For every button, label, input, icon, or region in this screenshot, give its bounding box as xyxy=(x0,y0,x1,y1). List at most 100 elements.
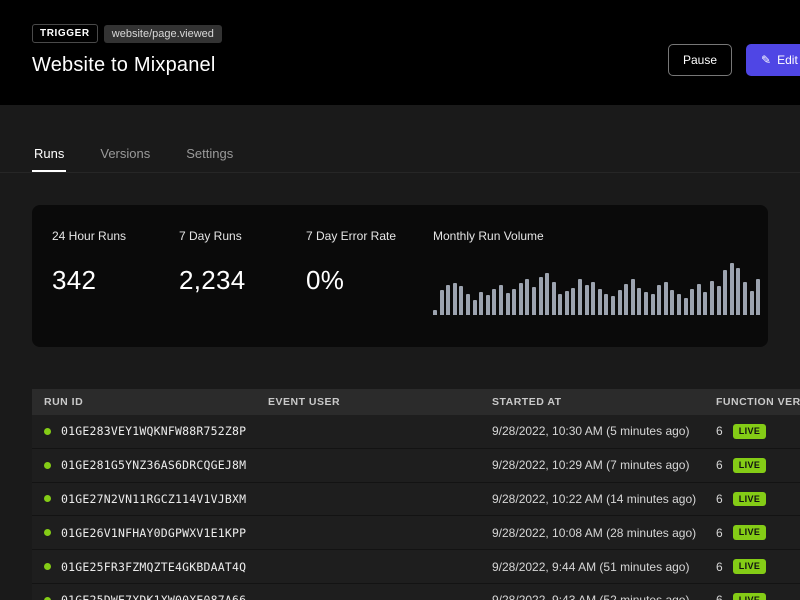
chart-bar xyxy=(742,282,747,315)
chart-bar xyxy=(611,296,616,315)
runs-table: RUN ID EVENT USER STARTED AT FUNCTION VE… xyxy=(32,389,800,600)
tab-versions[interactable]: Versions xyxy=(100,146,151,161)
chart-bar xyxy=(663,282,668,315)
run-id: 01GE283VEY1WQKNFW88R752Z8P xyxy=(61,424,247,439)
chart-bar xyxy=(676,294,681,315)
chart-bar xyxy=(518,283,523,315)
chart-bar xyxy=(446,285,451,315)
event-user xyxy=(256,482,480,517)
chart-bar xyxy=(690,289,695,315)
run-id: 01GE25DWE7XDK1XW00XE087A66 xyxy=(61,593,246,600)
stat-label: 7 Day Error Rate xyxy=(306,229,397,243)
chart-bar xyxy=(531,287,536,315)
run-row[interactable]: 01GE25DWE7XDK1XW00XE087A66 9/28/2022, 9:… xyxy=(32,583,800,600)
chart-bar xyxy=(439,290,444,315)
event-user xyxy=(256,515,480,551)
chart-bar xyxy=(498,285,503,315)
live-badge: LIVE xyxy=(732,559,767,574)
edit-function-button[interactable]: ✎ Edit function xyxy=(746,44,800,76)
run-id: 01GE25FR3FZMQZTE4GKBDAAT4Q xyxy=(61,559,247,574)
chart-bar xyxy=(558,294,563,315)
chart-bar xyxy=(551,282,556,315)
runs-table-container: RUN ID EVENT USER STARTED AT FUNCTION VE… xyxy=(32,389,800,600)
stat-label: 24 Hour Runs xyxy=(52,229,127,243)
chart-bar xyxy=(736,268,741,315)
page-title: Website to Mixpanel xyxy=(32,54,216,76)
chart-bar xyxy=(459,286,464,315)
run-row[interactable]: 01GE26V1NFHAY0DGPWXV1E1KPP 9/28/2022, 10… xyxy=(32,515,800,551)
function-version-number: 6 xyxy=(716,525,723,540)
stat-label: 7 Day Runs xyxy=(179,229,242,243)
event-user xyxy=(256,448,480,483)
started-at: 9/28/2022, 9:43 AM (52 minutes ago) xyxy=(480,583,704,600)
function-version-number: 6 xyxy=(716,491,723,506)
edit-function-label: Edit function xyxy=(777,53,800,67)
chart-bar xyxy=(584,285,589,315)
live-badge: LIVE xyxy=(732,525,767,541)
run-row[interactable]: 01GE281G5YNZ36AS6DRCQGEJ8M 9/28/2022, 10… xyxy=(32,448,800,483)
table-header-row: RUN ID EVENT USER STARTED AT FUNCTION VE… xyxy=(32,389,800,415)
run-row[interactable]: 01GE283VEY1WQKNFW88R752Z8P 9/28/2022, 10… xyxy=(32,415,800,449)
run-status-dot xyxy=(44,596,51,600)
chart-bar xyxy=(630,279,635,315)
event-user xyxy=(256,583,480,600)
run-row[interactable]: 01GE27N2VN11RGCZ114V1VJBXM 9/28/2022, 10… xyxy=(32,482,800,517)
chart-bar xyxy=(597,289,602,315)
chart-bar xyxy=(624,284,629,315)
chart-bar xyxy=(452,283,457,315)
chart-bar xyxy=(591,282,596,315)
chart-bar xyxy=(617,290,622,315)
chart-title: Monthly Run Volume xyxy=(433,229,544,243)
stat-value: 0% xyxy=(306,265,345,295)
tab-runs[interactable]: Runs xyxy=(32,140,67,172)
chart-bar xyxy=(650,294,655,315)
chart-bar xyxy=(472,300,477,315)
live-badge: LIVE xyxy=(732,457,767,473)
chart-bar xyxy=(683,298,688,315)
chart-bar xyxy=(433,310,437,315)
started-at: 9/28/2022, 10:29 AM (7 minutes ago) xyxy=(480,448,704,483)
chart-bar xyxy=(512,289,517,315)
chart-bar xyxy=(465,294,470,315)
run-status-dot xyxy=(44,563,51,571)
column-header-event-user: EVENT USER xyxy=(256,389,480,415)
stat-value: 2,234 xyxy=(179,265,246,295)
chart-bar xyxy=(637,288,642,315)
chart-bar xyxy=(479,292,484,315)
run-status-dot xyxy=(44,529,51,537)
live-badge: LIVE xyxy=(732,491,767,507)
stat-7-day-error-rate: 7 Day Error Rate 0% xyxy=(306,229,433,327)
chart-bar xyxy=(538,277,543,315)
pause-button[interactable]: Pause xyxy=(668,44,733,76)
chart-bar xyxy=(644,292,648,315)
function-version-number: 6 xyxy=(716,424,723,439)
chart-bar xyxy=(571,288,576,315)
chart-bar xyxy=(505,293,510,315)
run-row[interactable]: 01GE25FR3FZMQZTE4GKBDAAT4Q 9/28/2022, 9:… xyxy=(32,549,800,584)
tab-settings[interactable]: Settings xyxy=(186,146,234,161)
column-header-function-version: FUNCTION VERSION xyxy=(704,389,800,415)
stats-card: 24 Hour Runs 342 7 Day Runs 2,234 7 Day … xyxy=(32,205,768,347)
chart-bar xyxy=(670,290,675,315)
chart-bar xyxy=(578,279,583,315)
header-actions: Pause ✎ Edit function xyxy=(668,44,800,76)
column-header-run-id: RUN ID xyxy=(32,389,256,415)
chart-bar xyxy=(703,292,708,315)
stat-7-day-runs: 7 Day Runs 2,234 xyxy=(179,229,306,327)
chart-bar xyxy=(545,273,550,315)
page-header: TRIGGER website/page.viewed Website to M… xyxy=(0,0,800,105)
started-at: 9/28/2022, 9:44 AM (51 minutes ago) xyxy=(480,549,704,584)
chart-bar xyxy=(696,284,701,315)
run-id: 01GE281G5YNZ36AS6DRCQGEJ8M xyxy=(61,458,247,473)
chart-bar xyxy=(749,291,754,315)
chart-bar xyxy=(564,291,569,315)
pencil-icon: ✎ xyxy=(761,53,772,67)
run-status-dot xyxy=(44,461,51,469)
chart-bar xyxy=(709,281,714,315)
started-at: 9/28/2022, 10:08 AM (28 minutes ago) xyxy=(480,515,704,551)
chart-bar xyxy=(756,279,761,315)
event-user xyxy=(256,549,480,584)
tab-bar: Runs Versions Settings xyxy=(0,140,800,173)
function-version-number: 6 xyxy=(716,458,723,473)
chart-bar xyxy=(723,270,728,315)
